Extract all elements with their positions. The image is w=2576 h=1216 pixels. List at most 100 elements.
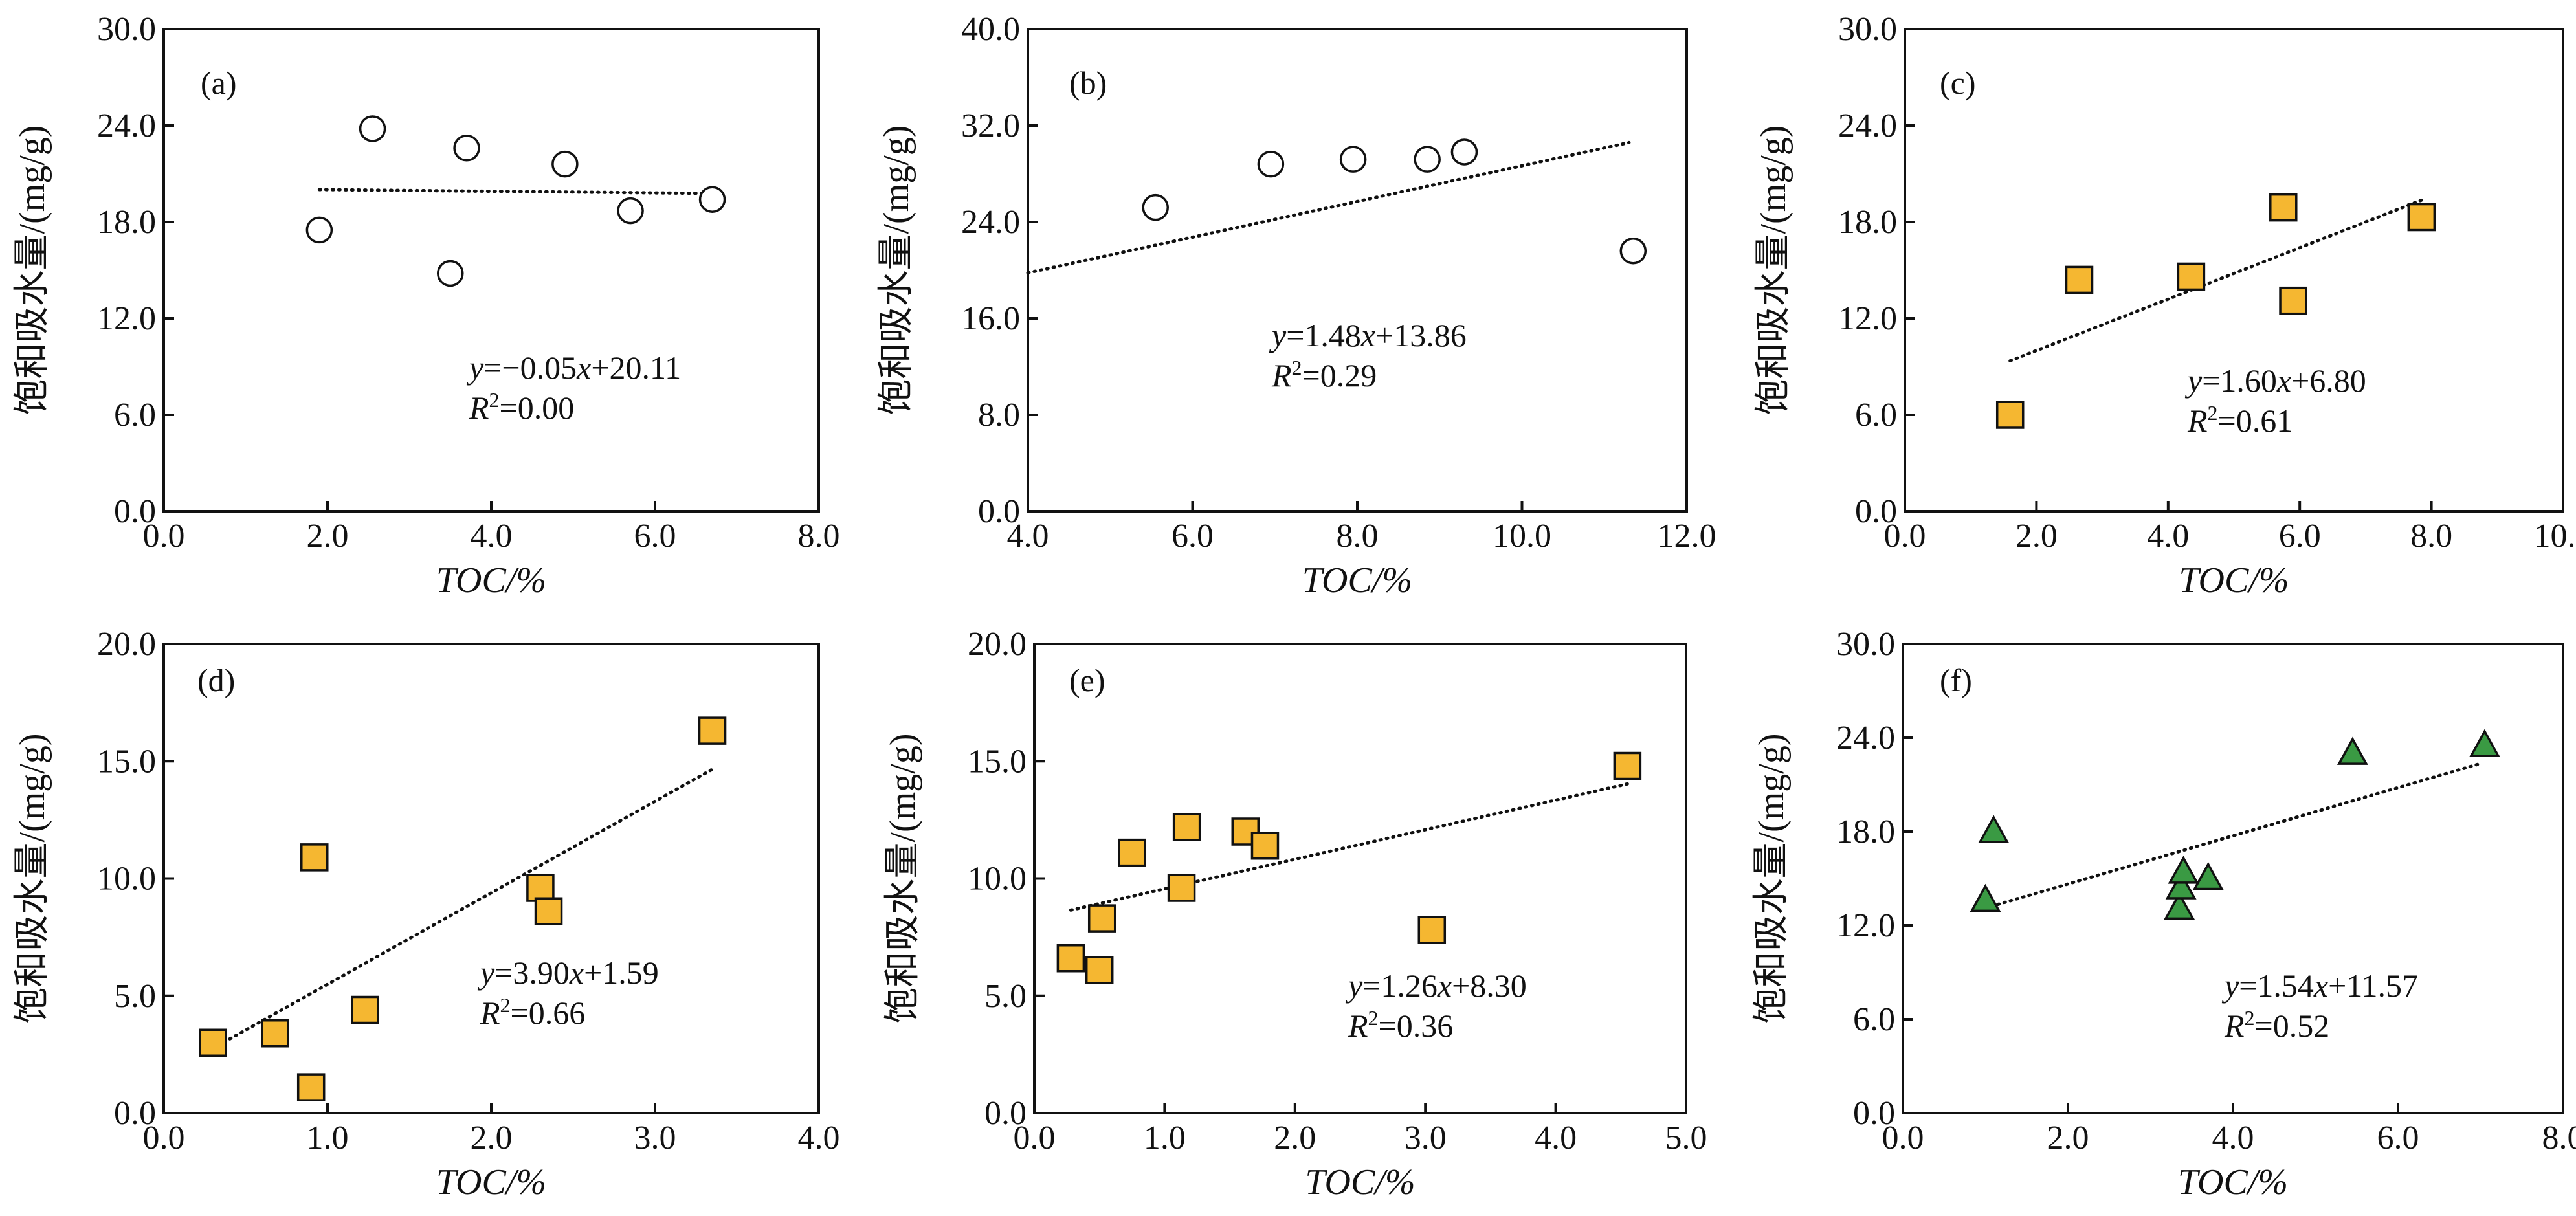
data-point <box>2192 861 2224 890</box>
y-tick-label: 5.0 <box>984 978 1027 1015</box>
x-tick-label: 2.0 <box>471 1120 513 1156</box>
y-axis-title: 饱和吸水量/(mg/g) <box>12 734 52 1024</box>
y-tick-label: 30.0 <box>97 11 156 48</box>
data-point <box>1087 904 1116 933</box>
y-tick-label: 18.0 <box>1838 204 1897 241</box>
x-axis-title: TOC/% <box>2178 1162 2288 1202</box>
data-point <box>551 150 579 178</box>
panel-label: (e) <box>1069 662 1105 698</box>
x-tick-label: 4.0 <box>1007 518 1049 555</box>
fit-equation: y=3.90x+1.59 <box>477 955 659 991</box>
fit-equation: y=1.54x+11.57 <box>2221 967 2418 1004</box>
trend-line <box>1026 140 1631 275</box>
plot-frame <box>1904 28 2564 513</box>
data-point <box>698 716 727 745</box>
eq-y-var: y <box>466 349 484 386</box>
trend-line <box>2008 198 2423 363</box>
x-tick-label: 6.0 <box>634 518 676 555</box>
y-tick-label: 24.0 <box>1838 107 1897 144</box>
data-point <box>526 874 555 902</box>
eq-intercept: +13.86 <box>1375 317 1467 353</box>
r-superscript: 2 <box>1292 356 1302 379</box>
data-point <box>1613 751 1642 780</box>
x-tick-label: 1.0 <box>1144 1120 1186 1156</box>
r-value: =0.00 <box>500 390 575 426</box>
panel-label: (a) <box>201 65 237 101</box>
eq-y-var: y <box>2184 362 2203 399</box>
y-tick-label: 8.0 <box>978 397 1020 434</box>
y-tick-label: 30.0 <box>1838 11 1897 48</box>
data-point <box>1995 401 2025 429</box>
data-point <box>453 135 480 162</box>
data-point <box>2168 856 2199 884</box>
data-point <box>698 186 726 213</box>
data-point <box>1167 874 1196 902</box>
data-point <box>261 1019 289 1048</box>
data-point <box>1250 832 1280 860</box>
x-tick-label: 4.0 <box>1535 1120 1577 1156</box>
x-tick-label: 4.0 <box>2147 518 2189 555</box>
data-point <box>351 995 379 1024</box>
fit-equation: y=1.26x+8.30 <box>1345 967 1527 1004</box>
eq-x-var: x <box>1360 317 1375 353</box>
data-point <box>2407 203 2436 232</box>
plot-frame <box>1027 28 1688 513</box>
data-point <box>2269 193 2298 222</box>
eq-slope: =1.60 <box>2202 362 2277 399</box>
data-point <box>1970 883 2001 912</box>
x-tick-label: 4.0 <box>2212 1120 2254 1156</box>
r-value: =0.66 <box>511 995 586 1031</box>
r-symbol: R <box>1348 1008 1368 1044</box>
y-tick-label: 5.0 <box>114 978 156 1015</box>
y-tick-label: 12.0 <box>1836 907 1895 944</box>
eq-intercept: +1.59 <box>584 955 659 991</box>
data-point <box>617 197 644 225</box>
y-tick-label: 24.0 <box>1836 720 1895 757</box>
r-value: =0.61 <box>2218 403 2293 439</box>
y-tick-label: 10.0 <box>97 861 156 898</box>
y-axis-title: 饱和吸水量/(mg/g) <box>883 734 923 1024</box>
y-tick-label: 24.0 <box>961 204 1020 241</box>
fit-equation: y=−0.05x+20.11 <box>466 349 681 386</box>
data-point <box>300 843 329 872</box>
y-tick-label: 18.0 <box>1836 813 1895 850</box>
x-axis-title: TOC/% <box>2179 560 2289 601</box>
r-superscript: 2 <box>2245 1006 2255 1030</box>
x-tick-label: 8.0 <box>798 518 840 555</box>
y-tick-label: 40.0 <box>961 11 1020 48</box>
data-point <box>1142 193 1169 221</box>
fit-equation: y=1.48x+13.86 <box>1269 317 1467 353</box>
r-value: =0.36 <box>1379 1008 1454 1044</box>
x-tick-label: 8.0 <box>2410 518 2452 555</box>
y-axis-title: 饱和吸水量/(mg/g) <box>12 126 52 415</box>
r-value: =0.52 <box>2255 1008 2330 1044</box>
eq-slope: =1.26 <box>1362 967 1438 1004</box>
plot-frame <box>162 28 820 513</box>
r-symbol: R <box>2224 1008 2245 1044</box>
data-point <box>296 1073 326 1101</box>
x-tick-label: 2.0 <box>307 518 349 555</box>
x-tick-label: 2.0 <box>2047 1120 2089 1156</box>
trend-line <box>1984 762 2482 910</box>
x-tick-label: 0.0 <box>1882 1120 1924 1156</box>
data-point <box>1118 838 1146 867</box>
y-tick-label: 15.0 <box>968 743 1027 780</box>
x-tick-label: 3.0 <box>634 1120 676 1156</box>
y-tick-label: 20.0 <box>97 626 156 663</box>
y-tick-label: 0.0 <box>114 1095 156 1132</box>
data-point <box>2164 891 2195 920</box>
x-axis-title: TOC/% <box>1302 560 1412 601</box>
data-point <box>2065 265 2094 294</box>
r-squared: R2=0.66 <box>480 993 585 1031</box>
fit-equation: y=1.60x+6.80 <box>2184 362 2366 399</box>
y-tick-label: 10.0 <box>968 861 1027 898</box>
data-point <box>437 260 464 287</box>
panel-label: (c) <box>1940 65 1976 101</box>
r-superscript: 2 <box>2208 401 2218 425</box>
data-point <box>534 897 563 925</box>
x-tick-label: 0.0 <box>1014 1120 1056 1156</box>
x-axis-title: TOC/% <box>436 560 546 601</box>
chart-panel-1: 0.0 2.0 4.0 6.0 8.0 0.0 6.0 12.0 18.0 24.0 30.0 TOC… <box>12 11 840 601</box>
data-point <box>2469 729 2500 757</box>
data-point <box>1450 138 1478 166</box>
